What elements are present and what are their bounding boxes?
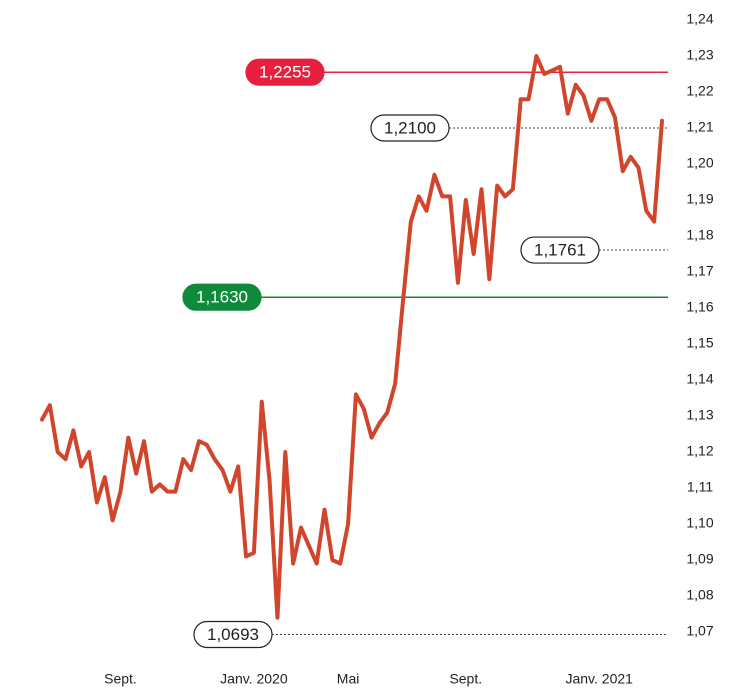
x-tick-label: Mai [337, 671, 360, 687]
annotation-label: 1,1630 [196, 288, 248, 307]
y-tick-label: 1,14 [686, 371, 713, 387]
y-tick-label: 1,08 [686, 587, 713, 603]
y-tick-label: 1,20 [686, 155, 713, 171]
annotation-label: 1,0693 [207, 625, 259, 644]
x-tick-label: Janv. 2021 [565, 671, 633, 687]
y-tick-label: 1,09 [686, 551, 713, 567]
x-tick-label: Sept. [104, 671, 137, 687]
y-tick-label: 1,22 [686, 83, 713, 99]
x-tick-label: Sept. [449, 671, 482, 687]
y-tick-label: 1,17 [686, 263, 713, 279]
y-tick-label: 1,11 [687, 479, 713, 495]
annotation-pill [193, 620, 273, 649]
annotation-pill [520, 236, 600, 264]
annotation-pill [245, 58, 325, 86]
y-tick-label: 1,12 [686, 443, 713, 459]
annotation-pill [370, 114, 450, 142]
annotation-label: 1,1761 [534, 241, 586, 260]
y-tick-label: 1,23 [686, 47, 713, 63]
y-tick-label: 1,18 [686, 227, 713, 243]
y-tick-label: 1,07 [686, 623, 713, 639]
x-tick-label: Janv. 2020 [220, 671, 288, 687]
annotation-label: 1,2100 [384, 118, 436, 137]
y-tick-label: 1,19 [686, 191, 713, 207]
y-tick-label: 1,24 [686, 11, 713, 27]
annotation-label: 1,2255 [259, 63, 311, 82]
y-tick-label: 1,13 [686, 407, 713, 423]
y-tick-label: 1,10 [686, 515, 713, 531]
annotation-pill [182, 283, 262, 311]
data-line [40, 54, 664, 620]
y-tick-label: 1,16 [686, 299, 713, 315]
y-tick-label: 1,21 [686, 119, 713, 135]
y-tick-label: 1,15 [686, 335, 713, 351]
